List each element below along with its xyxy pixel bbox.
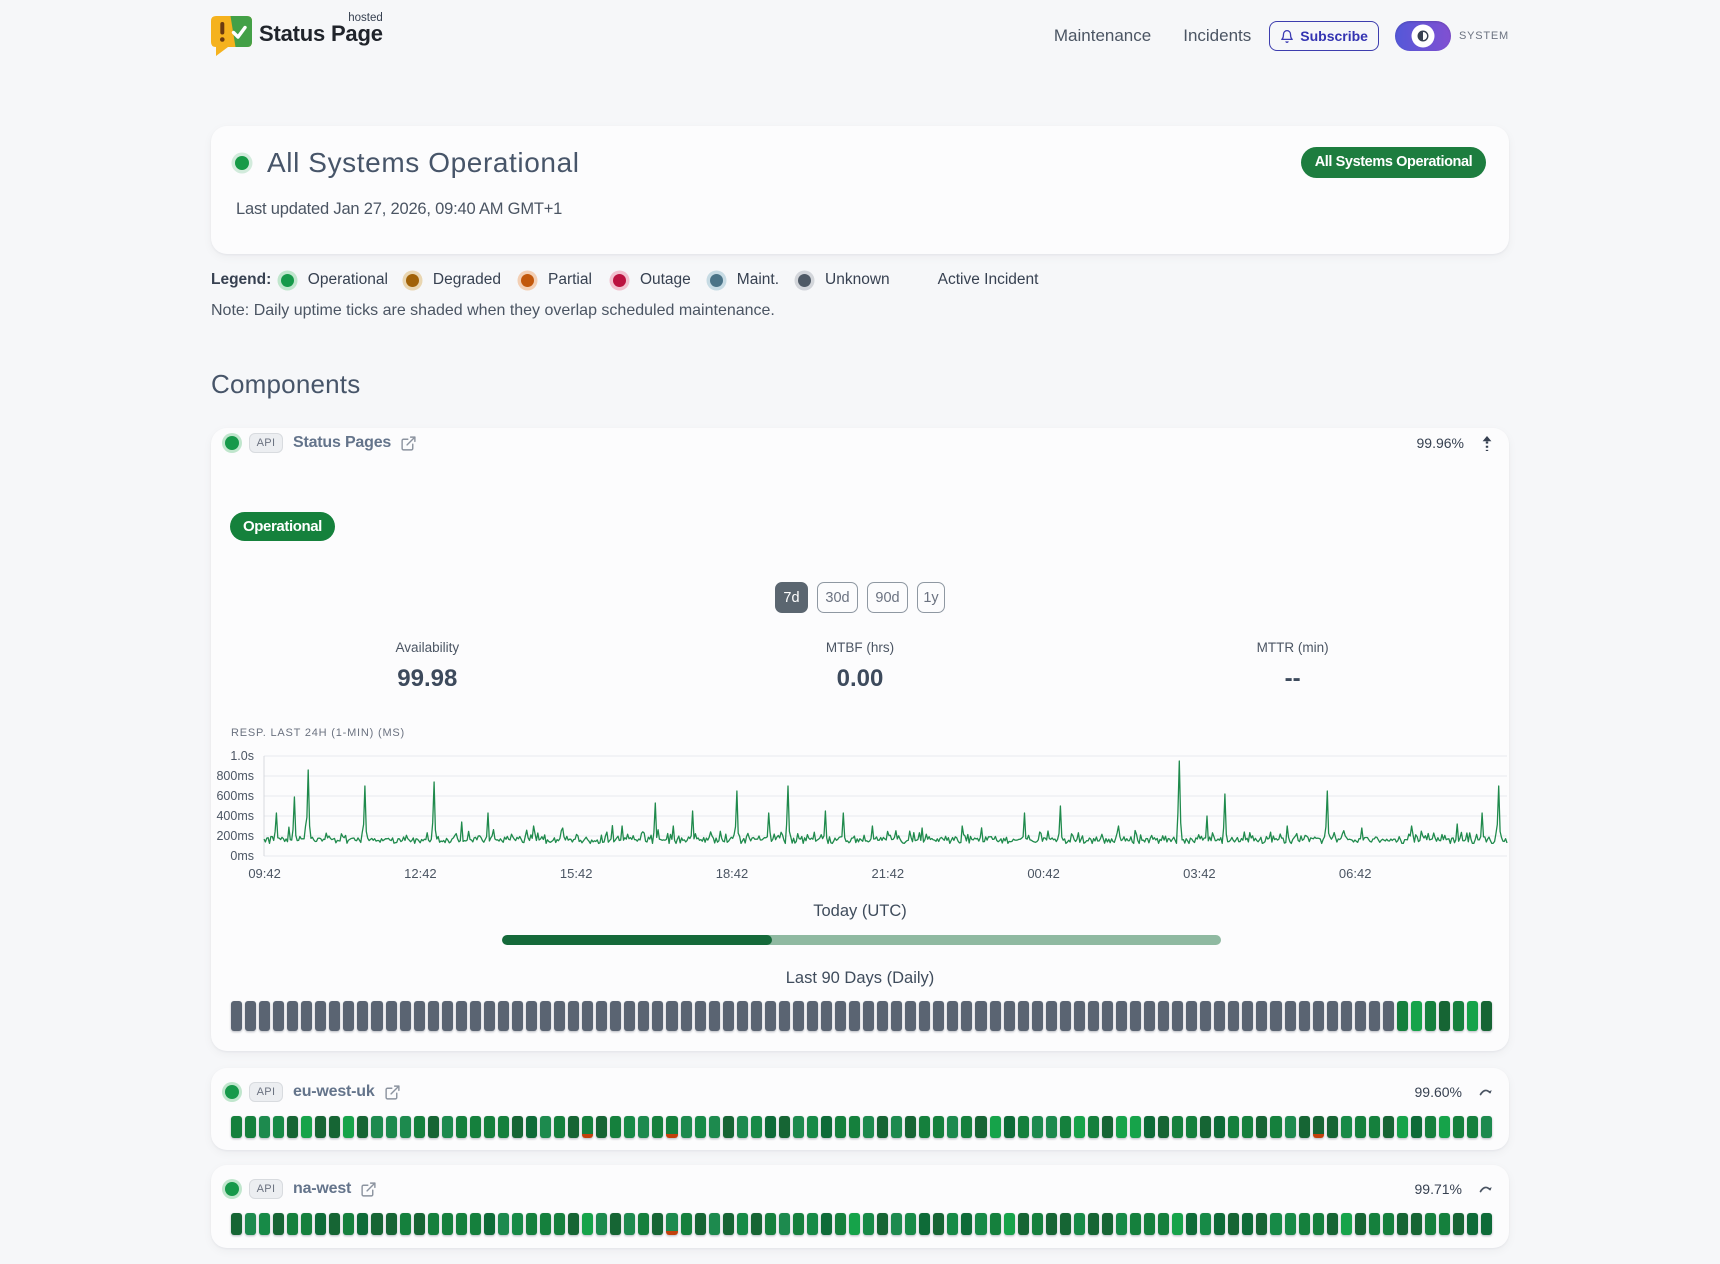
svg-text:15:42: 15:42 xyxy=(560,866,593,881)
svg-text:00:42: 00:42 xyxy=(1027,866,1060,881)
svg-text:400ms: 400ms xyxy=(216,809,254,823)
svg-text:06:42: 06:42 xyxy=(1339,866,1372,881)
svg-text:600ms: 600ms xyxy=(216,789,254,803)
svg-text:200ms: 200ms xyxy=(216,829,254,843)
svg-text:12:42: 12:42 xyxy=(404,866,437,881)
svg-text:800ms: 800ms xyxy=(216,769,254,783)
svg-text:1.0s: 1.0s xyxy=(230,749,254,763)
svg-text:21:42: 21:42 xyxy=(872,866,905,881)
svg-text:18:42: 18:42 xyxy=(716,866,749,881)
svg-text:09:42: 09:42 xyxy=(248,866,281,881)
svg-text:0ms: 0ms xyxy=(230,849,254,863)
svg-text:03:42: 03:42 xyxy=(1183,866,1216,881)
